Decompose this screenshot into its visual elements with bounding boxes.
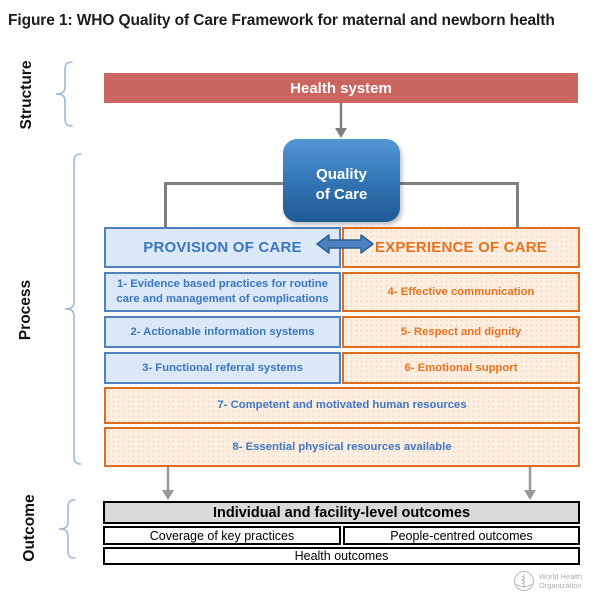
provision-item-1-label: 1- Evidence based practices for routine … xyxy=(116,278,329,305)
figure-title: Figure 1: WHO Quality of Care Framework … xyxy=(8,12,555,29)
provision-of-care-header: PROVISION OF CARE xyxy=(104,227,341,268)
brace-icon xyxy=(58,499,76,559)
experience-header-label: EXPERIENCE OF CARE xyxy=(375,239,547,256)
who-logo-text: World Health Organization xyxy=(539,572,582,591)
connector-line xyxy=(164,182,284,185)
structure-brace xyxy=(51,60,77,128)
connector-line xyxy=(164,182,167,228)
who-logo: World Health Organization xyxy=(513,570,582,592)
provision-item-3-label: 3- Functional referral systems xyxy=(142,361,303,374)
experience-of-care-header: EXPERIENCE OF CARE xyxy=(342,227,580,268)
outcomes-header: Individual and facility-level outcomes xyxy=(103,501,580,524)
who-logo-line1: World Health xyxy=(539,571,583,581)
stage-label-structure: Structure xyxy=(18,60,35,130)
outcome-brace xyxy=(54,498,80,560)
stage-label-process: Process xyxy=(17,279,34,341)
provision-item-2: 2- Actionable information systems xyxy=(104,316,341,348)
provision-item-3: 3- Functional referral systems xyxy=(104,352,341,384)
process-brace xyxy=(60,152,86,466)
brace-icon xyxy=(55,61,73,127)
outcomes-health-cell: Health outcomes xyxy=(103,547,580,565)
health-system-label: Health system xyxy=(290,79,392,97)
provision-item-1: 1- Evidence based practices for routine … xyxy=(104,272,341,312)
down-arrow-icon xyxy=(335,103,347,138)
outcomes-health-label: Health outcomes xyxy=(294,549,389,563)
outcomes-coverage-label: Coverage of key practices xyxy=(149,528,295,543)
provision-header-label: PROVISION OF CARE xyxy=(143,239,302,256)
cross-cutting-item-8-label: 8- Essential physical resources availabl… xyxy=(232,440,452,453)
down-arrow-icon xyxy=(524,467,536,500)
outcomes-people-centred-cell: People-centred outcomes xyxy=(343,526,580,545)
experience-item-6-label: 6- Emotional support xyxy=(404,361,518,374)
down-arrow-icon xyxy=(162,467,174,500)
outcomes-coverage-cell: Coverage of key practices xyxy=(103,526,341,545)
provision-item-2-label: 2- Actionable information systems xyxy=(130,325,315,338)
outcomes-header-label: Individual and facility-level outcomes xyxy=(212,504,471,521)
quality-line2: of Care xyxy=(315,185,368,203)
stage-label-outcome: Outcome xyxy=(21,494,38,562)
quality-of-care-node: Quality of Care xyxy=(283,139,400,222)
cross-cutting-item-7-label: 7- Competent and motivated human resourc… xyxy=(217,399,467,412)
who-emblem-icon xyxy=(514,571,534,591)
double-arrow-icon xyxy=(316,234,374,254)
connector-line xyxy=(516,182,519,228)
experience-item-5: 5- Respect and dignity xyxy=(342,316,580,348)
connector-line xyxy=(399,182,519,185)
quality-line1: Quality xyxy=(316,166,367,183)
health-system-bar: Health system xyxy=(104,73,578,103)
brace-icon xyxy=(64,153,82,465)
experience-item-4: 4- Effective communication xyxy=(342,272,580,312)
who-logo-line2: Organization xyxy=(539,581,582,590)
experience-item-6: 6- Emotional support xyxy=(342,352,580,384)
cross-cutting-item-8: 8- Essential physical resources availabl… xyxy=(104,427,580,467)
outcomes-people-centred-label: People-centred outcomes xyxy=(390,528,533,543)
experience-item-5-label: 5- Respect and dignity xyxy=(400,325,522,338)
cross-cutting-item-7: 7- Competent and motivated human resourc… xyxy=(104,387,580,424)
experience-item-4-label: 4- Effective communication xyxy=(387,285,535,298)
